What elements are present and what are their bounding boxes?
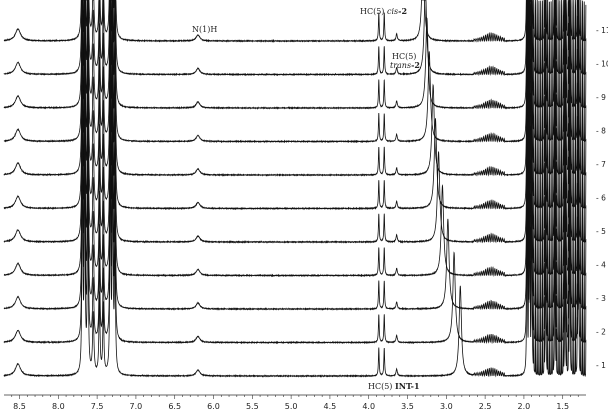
annotation-hc5-trans-suffix: -2 [411, 60, 420, 70]
spectrum-trace-3 [3, 8, 587, 311]
x-tick-label: 7.0 [130, 402, 143, 411]
annotation-hc5-cis-italic: cis [387, 7, 398, 16]
annotation-hc5-cis: HC(5) cis-2 [360, 6, 407, 16]
spectrum-trace-9 [3, 0, 587, 110]
annotation-hc5-trans-italic: trans [390, 61, 411, 70]
x-tick-label: 4.0 [362, 402, 375, 411]
x-tick-label: 3.0 [440, 402, 453, 411]
annotation-hc5-trans-line1: HC(5) [392, 52, 416, 61]
annotation-hc5-int1: HC(5) INT-1 [368, 381, 420, 391]
x-tick-label: 6.5 [168, 402, 181, 411]
spectrum-trace-6 [3, 0, 587, 211]
trace-label-5: - 5 [596, 227, 606, 236]
trace-label-7: - 7 [596, 160, 606, 169]
annotation-hc5-cis-suffix: -2 [398, 6, 407, 16]
x-tick-label: 8.5 [13, 402, 26, 411]
spectrum-trace-11 [3, 0, 587, 43]
x-tick-label: 6.0 [207, 402, 220, 411]
annotation-hc5-trans-line2: trans-2 [390, 60, 420, 70]
x-tick-label: 5.0 [285, 402, 298, 411]
spectrum-trace-4 [3, 0, 587, 278]
trace-label-1: - 1 [596, 361, 606, 370]
trace-label-3: - 3 [596, 294, 606, 303]
x-tick-label: 2.5 [479, 402, 492, 411]
spectrum-trace-10 [3, 0, 587, 77]
trace-label-2: - 2 [596, 328, 606, 337]
annotation-hc5-int1-prefix: HC(5) [368, 382, 395, 391]
spectra-traces [3, 0, 587, 378]
trace-label-11: - 11 [596, 26, 608, 35]
annotation-n1h: N(1)H [192, 25, 217, 34]
trace-label-4: - 4 [596, 261, 606, 270]
spectrum-trace-5 [3, 0, 587, 244]
x-tick-label: 4.5 [324, 402, 337, 411]
x-tick-label: 2.0 [518, 402, 531, 411]
trace-label-9: - 9 [596, 93, 606, 102]
x-tick-label: 3.5 [401, 402, 414, 411]
trace-label-10: - 10 [596, 60, 608, 69]
spectrum-trace-1 [3, 75, 587, 378]
spectrum-trace-8 [3, 0, 587, 144]
trace-labels: - 11 - 10 - 9 - 8 - 7 - 6 - 5 - 4 - 3 - 2 - 1 [596, 26, 608, 370]
trace-label-6: - 6 [596, 194, 606, 203]
spectrum-trace-2 [3, 41, 587, 345]
x-tick-label: 8.0 [52, 402, 65, 411]
trace-label-8: - 8 [596, 127, 606, 136]
spectrum-trace-7 [3, 0, 587, 177]
x-axis-ticks: 8.5 8.0 7.5 7.0 6.5 6.0 5.5 5.0 4.5 4.0 3.5 3.0 2.5 2… [11, 395, 579, 411]
annotation-hc5-int1-bold: INT-1 [395, 381, 420, 391]
annotation-hc5-cis-prefix: HC(5) [360, 7, 387, 16]
x-tick-label: 1.5 [556, 402, 569, 411]
x-tick-label: 7.5 [91, 402, 104, 411]
x-tick-label: 5.5 [246, 402, 259, 411]
